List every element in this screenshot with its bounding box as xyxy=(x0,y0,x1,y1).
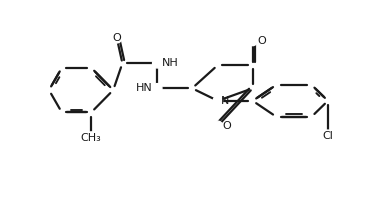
Circle shape xyxy=(87,132,96,141)
Circle shape xyxy=(112,34,122,43)
Circle shape xyxy=(213,121,223,131)
Circle shape xyxy=(213,96,223,105)
Circle shape xyxy=(152,59,162,68)
Text: O: O xyxy=(257,36,266,46)
Text: HN: HN xyxy=(136,83,153,93)
Text: CH₃: CH₃ xyxy=(81,133,102,143)
Text: O: O xyxy=(222,121,231,131)
Text: N: N xyxy=(221,96,229,106)
Circle shape xyxy=(323,130,333,139)
Circle shape xyxy=(248,36,258,46)
Circle shape xyxy=(152,84,162,93)
Text: NH: NH xyxy=(162,58,178,68)
Text: Cl: Cl xyxy=(323,131,333,141)
Text: O: O xyxy=(112,33,121,43)
